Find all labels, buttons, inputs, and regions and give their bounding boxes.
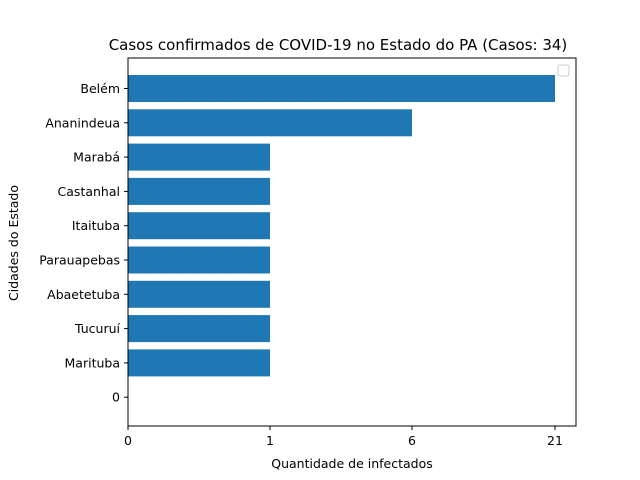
x-tick-label: 1: [266, 433, 274, 448]
bar: [128, 280, 270, 308]
chart-title: Casos confirmados de COVID-19 no Estado …: [109, 36, 568, 54]
x-tick-label: 0: [124, 433, 132, 448]
bars-group: [128, 75, 555, 377]
x-tick-label: 6: [408, 433, 416, 448]
y-tick-label: Castanhal: [58, 184, 120, 199]
bar: [128, 315, 270, 343]
y-tick-label: Abaetetuba: [47, 287, 120, 302]
bar: [128, 177, 270, 205]
y-tick-label: 0: [112, 390, 120, 405]
y-tick-label: Itaituba: [72, 218, 120, 233]
y-axis: Belém Ananindeua Marabá Castanhal Itaituba Pa…: [39, 81, 128, 405]
bar: [128, 349, 270, 377]
y-tick-label: Marituba: [65, 355, 120, 370]
y-tick-label: Ananindeua: [45, 115, 120, 130]
bar: [128, 246, 270, 274]
legend-box: [557, 64, 570, 77]
bar: [128, 212, 270, 240]
bar: [128, 75, 555, 102]
y-axis-title: Cidades do Estado: [6, 185, 21, 301]
y-tick-label: Marabá: [73, 150, 120, 165]
x-axis: 0 1 6 21: [124, 426, 563, 448]
y-tick-label: Belém: [80, 81, 120, 96]
x-axis-title: Quantidade de infectados: [271, 456, 433, 471]
y-tick-label: Parauapebas: [39, 253, 120, 268]
x-tick-label: 21: [547, 433, 563, 448]
bar: [128, 143, 270, 171]
bar: [128, 109, 412, 137]
y-tick-label: Tucuruí: [74, 321, 121, 336]
plot-frame: [127, 57, 577, 427]
